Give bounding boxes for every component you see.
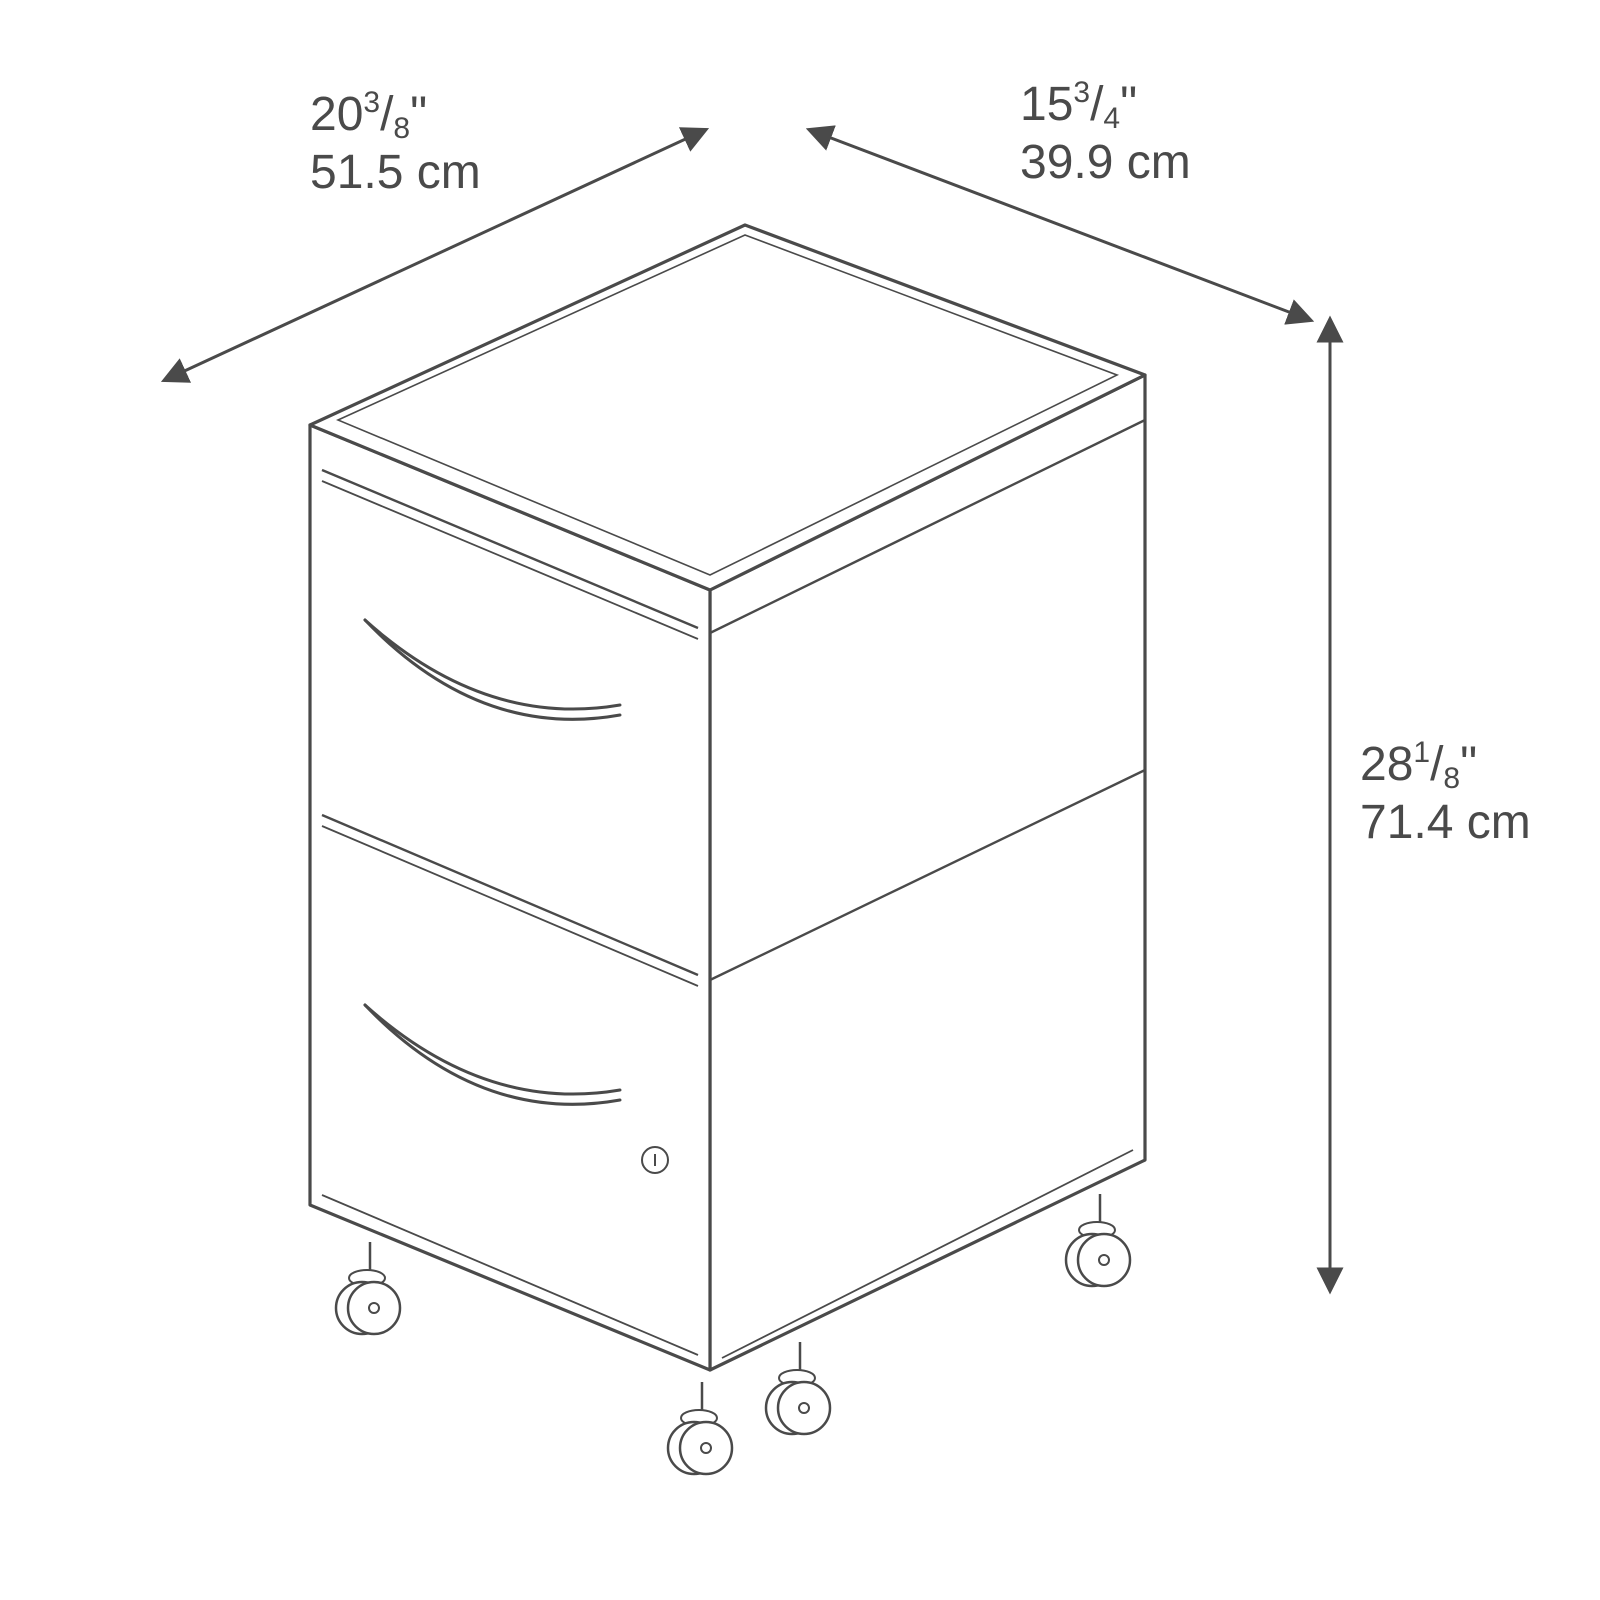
width-metric: 39.9 cm [1020, 136, 1191, 189]
height-imperial: 281/8" [1360, 736, 1477, 795]
cabinet-body [310, 225, 1145, 1474]
depth-metric: 51.5 cm [310, 146, 481, 199]
cabinet-dimension-diagram: 203/8"51.5 cm 153/4"39.9 cm 281/8"71.4 cm [0, 0, 1600, 1600]
width-imperial: 153/4" [1020, 76, 1137, 135]
height-metric: 71.4 cm [1360, 796, 1531, 849]
depth-imperial: 203/8" [310, 86, 427, 145]
